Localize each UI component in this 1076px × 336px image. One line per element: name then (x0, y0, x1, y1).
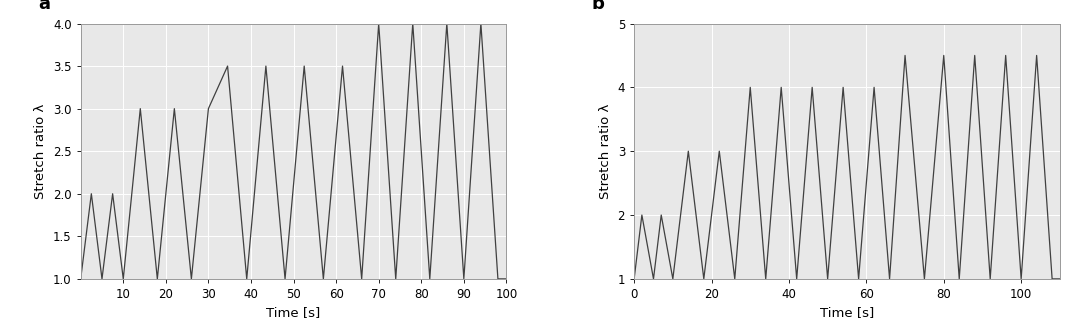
X-axis label: Time [s]: Time [s] (820, 306, 874, 320)
Text: b: b (592, 0, 605, 13)
Text: a: a (38, 0, 51, 13)
Y-axis label: Stretch ratio λ: Stretch ratio λ (599, 103, 612, 199)
Y-axis label: Stretch ratio λ: Stretch ratio λ (34, 103, 47, 199)
X-axis label: Time [s]: Time [s] (267, 306, 321, 320)
